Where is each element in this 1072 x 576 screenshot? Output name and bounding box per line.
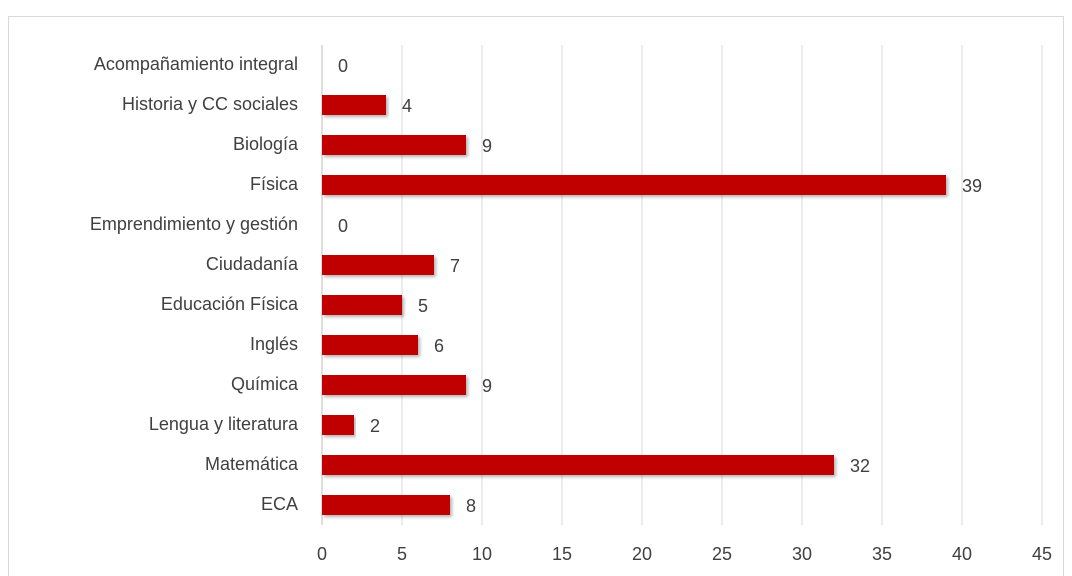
bar [322,415,354,435]
bar [322,495,450,515]
y-tick-label: Matemática [205,454,299,474]
y-tick-label: Inglés [250,334,298,354]
y-tick-label: Lengua y literatura [149,414,299,434]
bar [322,455,834,475]
x-tick-label: 10 [472,544,492,564]
y-tick-label: Química [231,374,299,394]
x-tick-label: 30 [792,544,812,564]
x-tick-label: 15 [552,544,572,564]
y-tick-label: Educación Física [161,294,299,314]
data-label: 9 [482,136,492,156]
y-tick-label: Acompañamiento integral [94,54,298,74]
chart-border [8,16,1064,576]
data-label: 4 [402,96,412,116]
y-tick-label: Historia y CC sociales [122,94,298,114]
x-tick-label: 45 [1032,544,1052,564]
data-label: 8 [466,496,476,516]
y-tick-label: Biología [233,134,299,154]
data-label: 9 [482,376,492,396]
data-label: 2 [370,416,380,436]
bar [322,175,946,195]
data-label: 7 [450,256,460,276]
data-label: 0 [338,56,348,76]
data-label: 32 [850,456,870,476]
bar [322,135,466,155]
y-tick-label: Física [250,174,299,194]
bar [322,375,466,395]
bar [322,335,418,355]
y-tick-label: Ciudadanía [206,254,299,274]
x-tick-label: 25 [712,544,732,564]
data-label: 0 [338,216,348,236]
bar [322,95,386,115]
data-label: 6 [434,336,444,356]
data-label: 5 [418,296,428,316]
x-tick-label: 20 [632,544,652,564]
x-tick-label: 0 [317,544,327,564]
bar [322,295,402,315]
x-tick-label: 5 [397,544,407,564]
y-tick-label: ECA [261,494,298,514]
x-tick-label: 40 [952,544,972,564]
x-tick-label: 35 [872,544,892,564]
y-tick-label: Emprendimiento y gestión [90,214,298,234]
bar [322,255,434,275]
data-label: 39 [962,176,982,196]
